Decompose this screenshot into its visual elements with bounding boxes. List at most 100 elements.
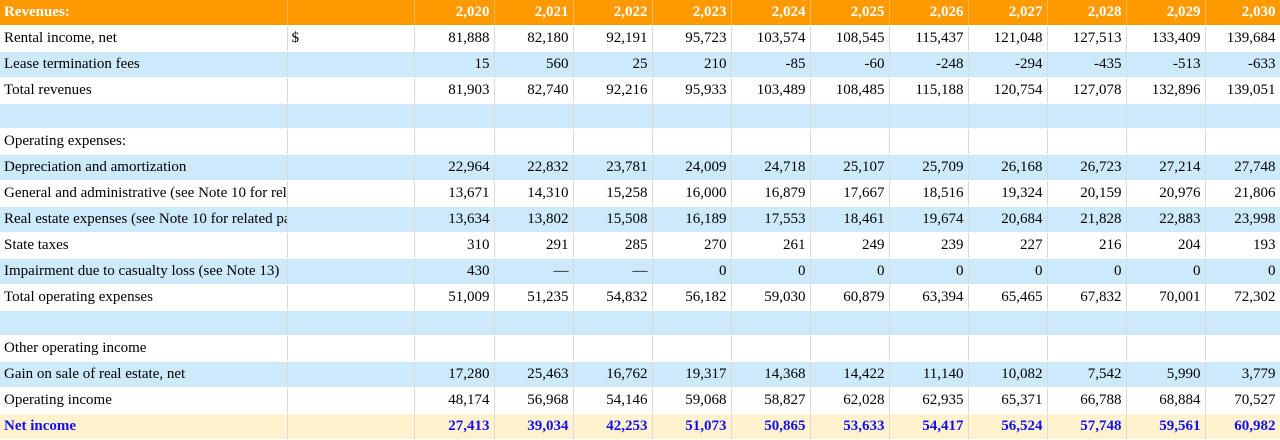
currency-cell[interactable] <box>287 258 415 285</box>
value-cell[interactable]: 227 <box>968 232 1048 259</box>
value-cell[interactable]: -248 <box>889 51 969 78</box>
value-cell[interactable]: 133,409 <box>1126 25 1206 52</box>
value-cell[interactable]: 0 <box>889 258 969 285</box>
value-cell[interactable]: 291 <box>494 232 574 259</box>
value-cell[interactable]: 16,189 <box>652 206 732 233</box>
year-header-cell[interactable]: 2,029 <box>1126 0 1206 26</box>
value-cell[interactable]: 239 <box>889 232 969 259</box>
value-cell[interactable] <box>652 335 732 362</box>
value-cell[interactable]: 210 <box>652 51 732 78</box>
value-cell[interactable]: 19,324 <box>968 180 1048 207</box>
value-cell[interactable]: 115,188 <box>889 77 969 104</box>
value-cell[interactable]: 65,371 <box>968 387 1048 414</box>
year-header-cell[interactable]: 2,025 <box>810 0 890 26</box>
value-cell[interactable]: 62,935 <box>889 387 969 414</box>
row-label-cell[interactable]: Rental income, net <box>0 25 288 52</box>
currency-cell[interactable] <box>287 154 415 181</box>
currency-cell[interactable]: $ <box>287 25 415 52</box>
value-cell[interactable]: 27,748 <box>1205 154 1280 181</box>
value-cell[interactable]: 20,684 <box>968 206 1048 233</box>
value-cell[interactable]: — <box>494 258 574 285</box>
value-cell[interactable]: 285 <box>573 232 653 259</box>
row-label-cell[interactable]: Total revenues <box>0 77 288 104</box>
value-cell[interactable]: 62,028 <box>810 387 890 414</box>
value-cell[interactable]: 0 <box>1126 258 1206 285</box>
value-cell[interactable] <box>968 310 1048 336</box>
value-cell[interactable] <box>889 103 969 129</box>
value-cell[interactable] <box>1047 335 1127 362</box>
value-cell[interactable]: 430 <box>414 258 495 285</box>
value-cell[interactable]: 270 <box>652 232 732 259</box>
value-cell[interactable] <box>494 103 574 129</box>
value-cell[interactable] <box>968 335 1048 362</box>
value-cell[interactable] <box>810 103 890 129</box>
value-cell[interactable]: 63,394 <box>889 284 969 311</box>
value-cell[interactable]: 22,964 <box>414 154 495 181</box>
value-cell[interactable]: 16,000 <box>652 180 732 207</box>
value-cell[interactable]: 82,740 <box>494 77 574 104</box>
value-cell[interactable]: 24,718 <box>731 154 811 181</box>
value-cell[interactable]: 0 <box>731 258 811 285</box>
value-cell[interactable]: 16,879 <box>731 180 811 207</box>
value-cell[interactable]: 56,968 <box>494 387 574 414</box>
value-cell[interactable]: 0 <box>810 258 890 285</box>
value-cell[interactable]: 17,280 <box>414 361 495 388</box>
year-header-cell[interactable]: 2,027 <box>968 0 1048 26</box>
value-cell[interactable]: 66,788 <box>1047 387 1127 414</box>
value-cell[interactable]: 59,561 <box>1126 413 1206 440</box>
value-cell[interactable]: 127,078 <box>1047 77 1127 104</box>
value-cell[interactable]: 58,827 <box>731 387 811 414</box>
currency-cell[interactable] <box>287 310 415 336</box>
value-cell[interactable]: -85 <box>731 51 811 78</box>
header-blank-cell[interactable] <box>287 0 415 26</box>
value-cell[interactable] <box>1126 335 1206 362</box>
value-cell[interactable]: 23,781 <box>573 154 653 181</box>
value-cell[interactable]: 48,174 <box>414 387 495 414</box>
value-cell[interactable]: 7,542 <box>1047 361 1127 388</box>
row-label-cell[interactable]: General and administrative (see Note 10 … <box>0 180 288 207</box>
value-cell[interactable]: 72,302 <box>1205 284 1280 311</box>
value-cell[interactable]: 42,253 <box>573 413 653 440</box>
year-header-cell[interactable]: 2,028 <box>1047 0 1127 26</box>
value-cell[interactable]: 0 <box>1205 258 1280 285</box>
value-cell[interactable] <box>889 335 969 362</box>
currency-cell[interactable] <box>287 387 415 414</box>
value-cell[interactable]: 11,140 <box>889 361 969 388</box>
value-cell[interactable]: 216 <box>1047 232 1127 259</box>
value-cell[interactable] <box>573 335 653 362</box>
value-cell[interactable]: 23,998 <box>1205 206 1280 233</box>
value-cell[interactable]: 5,990 <box>1126 361 1206 388</box>
year-header-cell[interactable]: 2,030 <box>1205 0 1280 26</box>
value-cell[interactable]: 24,009 <box>652 154 732 181</box>
currency-cell[interactable] <box>287 361 415 388</box>
value-cell[interactable]: 92,191 <box>573 25 653 52</box>
value-cell[interactable]: 57,748 <box>1047 413 1127 440</box>
value-cell[interactable]: 27,214 <box>1126 154 1206 181</box>
currency-cell[interactable] <box>287 128 415 155</box>
value-cell[interactable] <box>652 103 732 129</box>
value-cell[interactable]: 25,463 <box>494 361 574 388</box>
value-cell[interactable]: 50,865 <box>731 413 811 440</box>
value-cell[interactable]: 54,417 <box>889 413 969 440</box>
year-header-cell[interactable]: 2,021 <box>494 0 574 26</box>
value-cell[interactable]: 193 <box>1205 232 1280 259</box>
value-cell[interactable]: 54,146 <box>573 387 653 414</box>
value-cell[interactable] <box>573 310 653 336</box>
value-cell[interactable] <box>652 310 732 336</box>
value-cell[interactable]: 22,832 <box>494 154 574 181</box>
value-cell[interactable] <box>1126 310 1206 336</box>
value-cell[interactable]: 17,553 <box>731 206 811 233</box>
value-cell[interactable]: 65,465 <box>968 284 1048 311</box>
value-cell[interactable]: 3,779 <box>1205 361 1280 388</box>
value-cell[interactable]: 127,513 <box>1047 25 1127 52</box>
value-cell[interactable] <box>573 128 653 155</box>
value-cell[interactable]: 51,009 <box>414 284 495 311</box>
value-cell[interactable]: 51,235 <box>494 284 574 311</box>
currency-cell[interactable] <box>287 51 415 78</box>
value-cell[interactable]: 19,674 <box>889 206 969 233</box>
value-cell[interactable]: 249 <box>810 232 890 259</box>
currency-cell[interactable] <box>287 77 415 104</box>
value-cell[interactable]: 20,976 <box>1126 180 1206 207</box>
row-label-cell[interactable]: Operating income <box>0 387 288 414</box>
year-header-cell[interactable]: 2,023 <box>652 0 732 26</box>
